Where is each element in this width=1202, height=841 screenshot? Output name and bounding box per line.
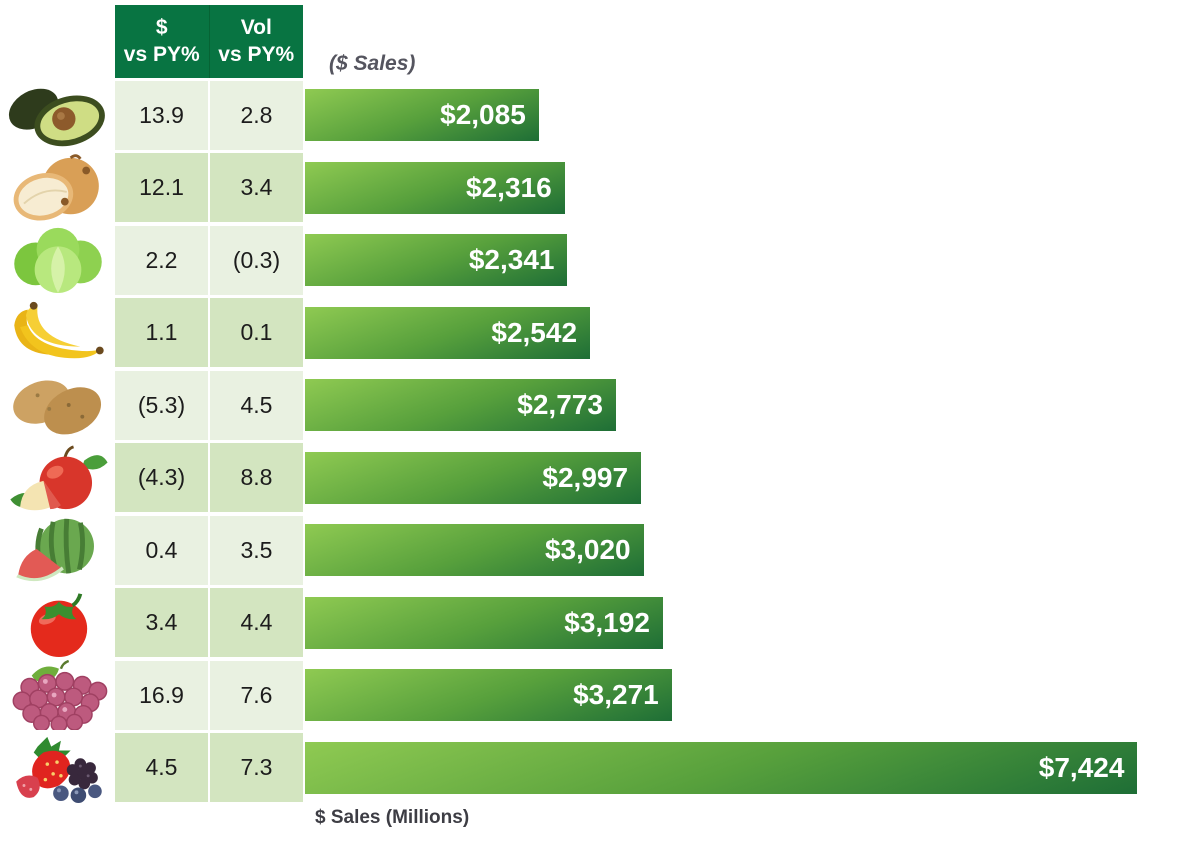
vol-vs-py-value: 8.8 — [210, 443, 303, 512]
table-row-avocado: 13.9 2.8 $2,085 — [0, 80, 1202, 150]
sales-value-label: $3,271 — [573, 679, 659, 710]
sales-value-label: $7,424 — [1038, 751, 1125, 783]
row-icon-cell — [0, 660, 115, 730]
dollar-vs-py-value: 3.4 — [115, 588, 208, 657]
bar-zone: $2,316 — [303, 153, 1202, 222]
sales-value-label: $2,773 — [517, 389, 603, 420]
table-row-grapes: 16.9 7.6 $3,271 — [0, 660, 1202, 730]
x-axis-label: $ Sales (Millions) — [315, 807, 470, 828]
sales-bar: $2,773 — [305, 379, 616, 431]
vol-vs-py-value: 4.5 — [210, 370, 303, 440]
sales-bar: $2,316 — [305, 161, 565, 214]
sales-value-label: $2,085 — [440, 99, 526, 130]
vol-vs-py-value: 3.4 — [210, 153, 303, 222]
sales-value-label: $2,316 — [466, 171, 552, 203]
header-dollar-line1: $ — [155, 15, 168, 39]
dollar-vs-py-value: 4.5 — [115, 733, 208, 802]
header-dollar-vs-py: $ vs PY% — [115, 5, 209, 78]
table-row-berries: 4.5 7.3 $7,424 — [0, 733, 1202, 803]
dollar-vs-py-value: 12.1 — [115, 153, 208, 222]
dollar-vs-py-value: (5.3) — [115, 370, 208, 440]
table-row-lettuce: 2.2 (0.3) $2,341 — [0, 225, 1202, 295]
bar-zone: $7,424 — [303, 733, 1202, 802]
potato-icon — [12, 380, 101, 435]
row-icon-cell — [0, 443, 115, 512]
caption-zone: ($ Sales) — [303, 5, 1202, 78]
bar-zone: $2,773 — [303, 371, 1202, 440]
row-icon-cell — [0, 733, 115, 803]
row-icon-cell — [0, 81, 115, 150]
vol-vs-py-value: 3.5 — [210, 515, 303, 585]
sales-bar: $2,085 — [305, 89, 539, 141]
dollar-vs-py-value: 16.9 — [115, 660, 208, 730]
vol-vs-py-value: (0.3) — [210, 225, 303, 295]
dollar-vs-py-value: 13.9 — [115, 80, 208, 150]
footer-row: $ Sales (Millions) — [0, 807, 1202, 829]
header-dollar-line2: vs PY% — [123, 42, 200, 66]
table-row-onion: 12.1 3.4 $2,316 — [0, 153, 1202, 222]
sales-value-label: $2,341 — [468, 244, 555, 275]
sales-value-label: $2,997 — [542, 461, 629, 493]
sales-value-label: $3,020 — [544, 534, 631, 565]
header-vol-vs-py: Vol vs PY% — [210, 5, 304, 78]
sales-bar: $3,020 — [305, 524, 644, 576]
dollar-vs-py-value: 1.1 — [115, 298, 208, 367]
table-row-tomato: 3.4 4.4 $3,192 — [0, 588, 1202, 657]
avocado-icon — [8, 88, 105, 147]
banana-icon — [13, 301, 104, 358]
row-icon-cell — [0, 226, 115, 295]
bar-zone: $3,192 — [303, 588, 1202, 657]
bar-zone: $2,997 — [303, 443, 1202, 512]
sales-bar: $2,997 — [305, 451, 642, 504]
sales-bar: $3,192 — [305, 596, 663, 649]
vol-vs-py-value: 0.1 — [210, 298, 303, 367]
vol-vs-py-value: 7.3 — [210, 733, 303, 802]
header-vol-line2: vs PY% — [218, 42, 295, 66]
row-icon-cell — [0, 371, 115, 440]
watermelon-icon — [15, 518, 94, 582]
tomato-icon — [30, 592, 87, 657]
grapes-icon — [12, 660, 107, 730]
table-header: $ vs PY% Vol vs PY% — [115, 5, 303, 78]
dollar-vs-py-value: 0.4 — [115, 515, 208, 585]
berries-icon — [15, 736, 102, 803]
sales-bar: $7,424 — [305, 741, 1138, 794]
header-row: $ vs PY% Vol vs PY% ($ Sales) — [0, 5, 1202, 78]
bar-zone: $3,271 — [303, 661, 1202, 730]
vol-vs-py-value: 7.6 — [210, 660, 303, 730]
bar-zone: $2,085 — [303, 81, 1202, 150]
header-vol-line1: Vol — [240, 15, 272, 39]
table-row-potato: (5.3) 4.5 $2,773 — [0, 370, 1202, 440]
dollar-vs-py-value: (4.3) — [115, 443, 208, 512]
row-icon-cell — [0, 153, 115, 222]
sales-value-label: $3,192 — [564, 606, 650, 638]
table-row-apple: (4.3) 8.8 $2,997 — [0, 443, 1202, 512]
bar-zone: $2,341 — [303, 226, 1202, 295]
row-icon-cell — [0, 298, 115, 367]
sales-caption: ($ Sales) — [329, 52, 416, 75]
bar-zone: $2,542 — [303, 298, 1202, 367]
sales-bar: $3,271 — [305, 669, 672, 721]
apple-icon — [9, 444, 108, 510]
sales-value-label: $2,542 — [491, 316, 578, 348]
row-icon-cell — [0, 516, 115, 585]
row-icon-cell — [0, 588, 115, 657]
vol-vs-py-value: 4.4 — [210, 588, 303, 657]
table-row-banana: 1.1 0.1 $2,542 — [0, 298, 1202, 367]
bar-zone: $3,020 — [303, 516, 1202, 585]
onion-icon — [13, 153, 99, 221]
sales-bar: $2,542 — [305, 306, 591, 359]
header-icon-spacer — [0, 5, 115, 78]
lettuce-icon — [13, 227, 102, 294]
dollar-vs-py-value: 2.2 — [115, 225, 208, 295]
table-row-watermelon: 0.4 3.5 $3,020 — [0, 515, 1202, 585]
vol-vs-py-value: 2.8 — [210, 80, 303, 150]
sales-bar: $2,341 — [305, 234, 568, 286]
header-divider — [208, 5, 210, 78]
